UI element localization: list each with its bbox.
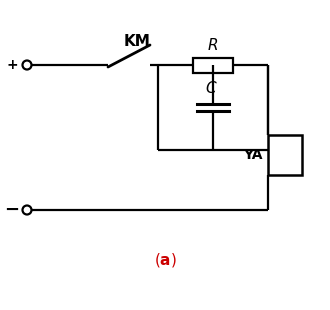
Bar xyxy=(193,57,233,73)
Bar xyxy=(268,135,302,175)
Text: KM: KM xyxy=(123,34,150,49)
Text: +: + xyxy=(6,58,18,72)
Text: −: − xyxy=(4,201,19,219)
Text: YA: YA xyxy=(244,148,263,162)
Text: $C$: $C$ xyxy=(205,80,217,96)
Text: $(\mathbf{a})$: $(\mathbf{a})$ xyxy=(153,251,177,269)
Text: $R$: $R$ xyxy=(208,37,218,52)
